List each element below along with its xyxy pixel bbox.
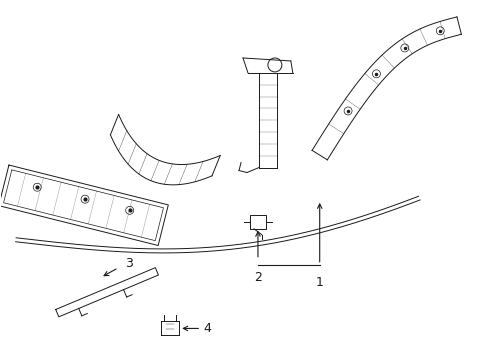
Bar xyxy=(249,215,265,229)
Text: 2: 2 xyxy=(253,271,262,284)
Text: 1: 1 xyxy=(315,276,323,289)
Text: 3: 3 xyxy=(125,257,133,270)
Text: 4: 4 xyxy=(203,322,211,335)
